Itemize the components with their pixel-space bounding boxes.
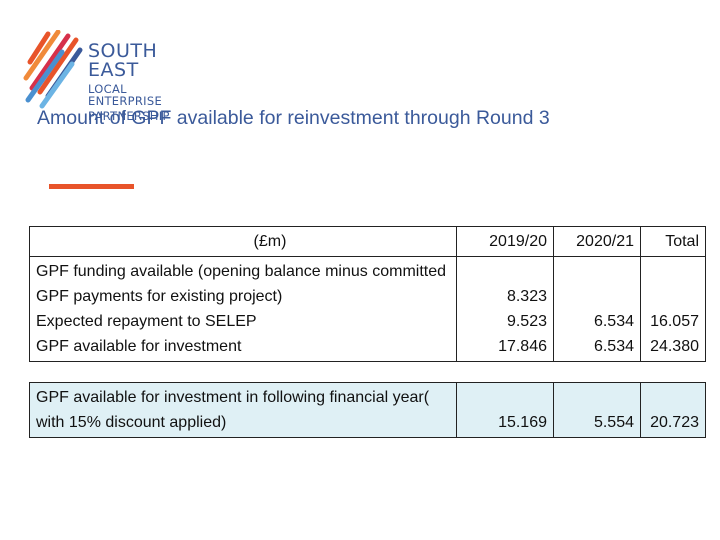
- label-following-year: GPF available for investment in followin…: [29, 382, 457, 438]
- value-funding-2019-20: 8.323: [506, 288, 547, 305]
- logo-line-2: LOCAL ENTERPRISE: [88, 82, 163, 108]
- header-2020-21: 2020/21: [553, 226, 641, 257]
- header-unit: (£m): [29, 226, 457, 257]
- logo-line-1: SOUTH EAST: [88, 40, 158, 81]
- value-following-total: 20.723: [640, 382, 706, 438]
- table-gap-row: [29, 361, 706, 383]
- values-2019-20: 8.323 9.523 17.846: [456, 256, 554, 362]
- row-labels: GPF funding available (opening balance m…: [29, 256, 457, 362]
- slide-title: Amount of GPF available for reinvestment…: [37, 107, 550, 129]
- values-total: 16.057 24.380: [640, 256, 706, 362]
- header-2019-20: 2019/20: [456, 226, 554, 257]
- label-gpf-funding: GPF funding available (opening balance m…: [36, 263, 447, 305]
- table-row: GPF available for investment in followin…: [29, 382, 706, 438]
- value-available-2020-21: 6.534: [593, 338, 634, 355]
- value-available-2019-20: 17.846: [498, 338, 547, 355]
- selep-logo: SOUTH EAST LOCAL ENTERPRISE PARTNERSHIP: [22, 30, 192, 122]
- header-total: Total: [640, 226, 706, 257]
- value-repayment-2020-21: 6.534: [593, 313, 634, 330]
- values-2020-21: 6.534 6.534: [553, 256, 641, 362]
- accent-bar: [49, 184, 134, 189]
- table-row: GPF funding available (opening balance m…: [29, 256, 706, 362]
- label-expected-repayment: Expected repayment to SELEP: [36, 313, 257, 330]
- value-available-total: 24.380: [650, 338, 699, 355]
- label-gpf-available: GPF available for investment: [36, 338, 242, 355]
- value-following-2020-21: 5.554: [553, 382, 641, 438]
- gpf-table: (£m) 2019/20 2020/21 Total GPF funding a…: [29, 226, 706, 438]
- logo-line-3: PARTNERSHIP: [88, 109, 170, 123]
- logo-stripes-icon: [23, 30, 83, 109]
- value-following-2019-20: 15.169: [456, 382, 554, 438]
- value-repayment-2019-20: 9.523: [506, 313, 547, 330]
- value-repayment-total: 16.057: [650, 313, 699, 330]
- table-header-row: (£m) 2019/20 2020/21 Total: [29, 226, 706, 257]
